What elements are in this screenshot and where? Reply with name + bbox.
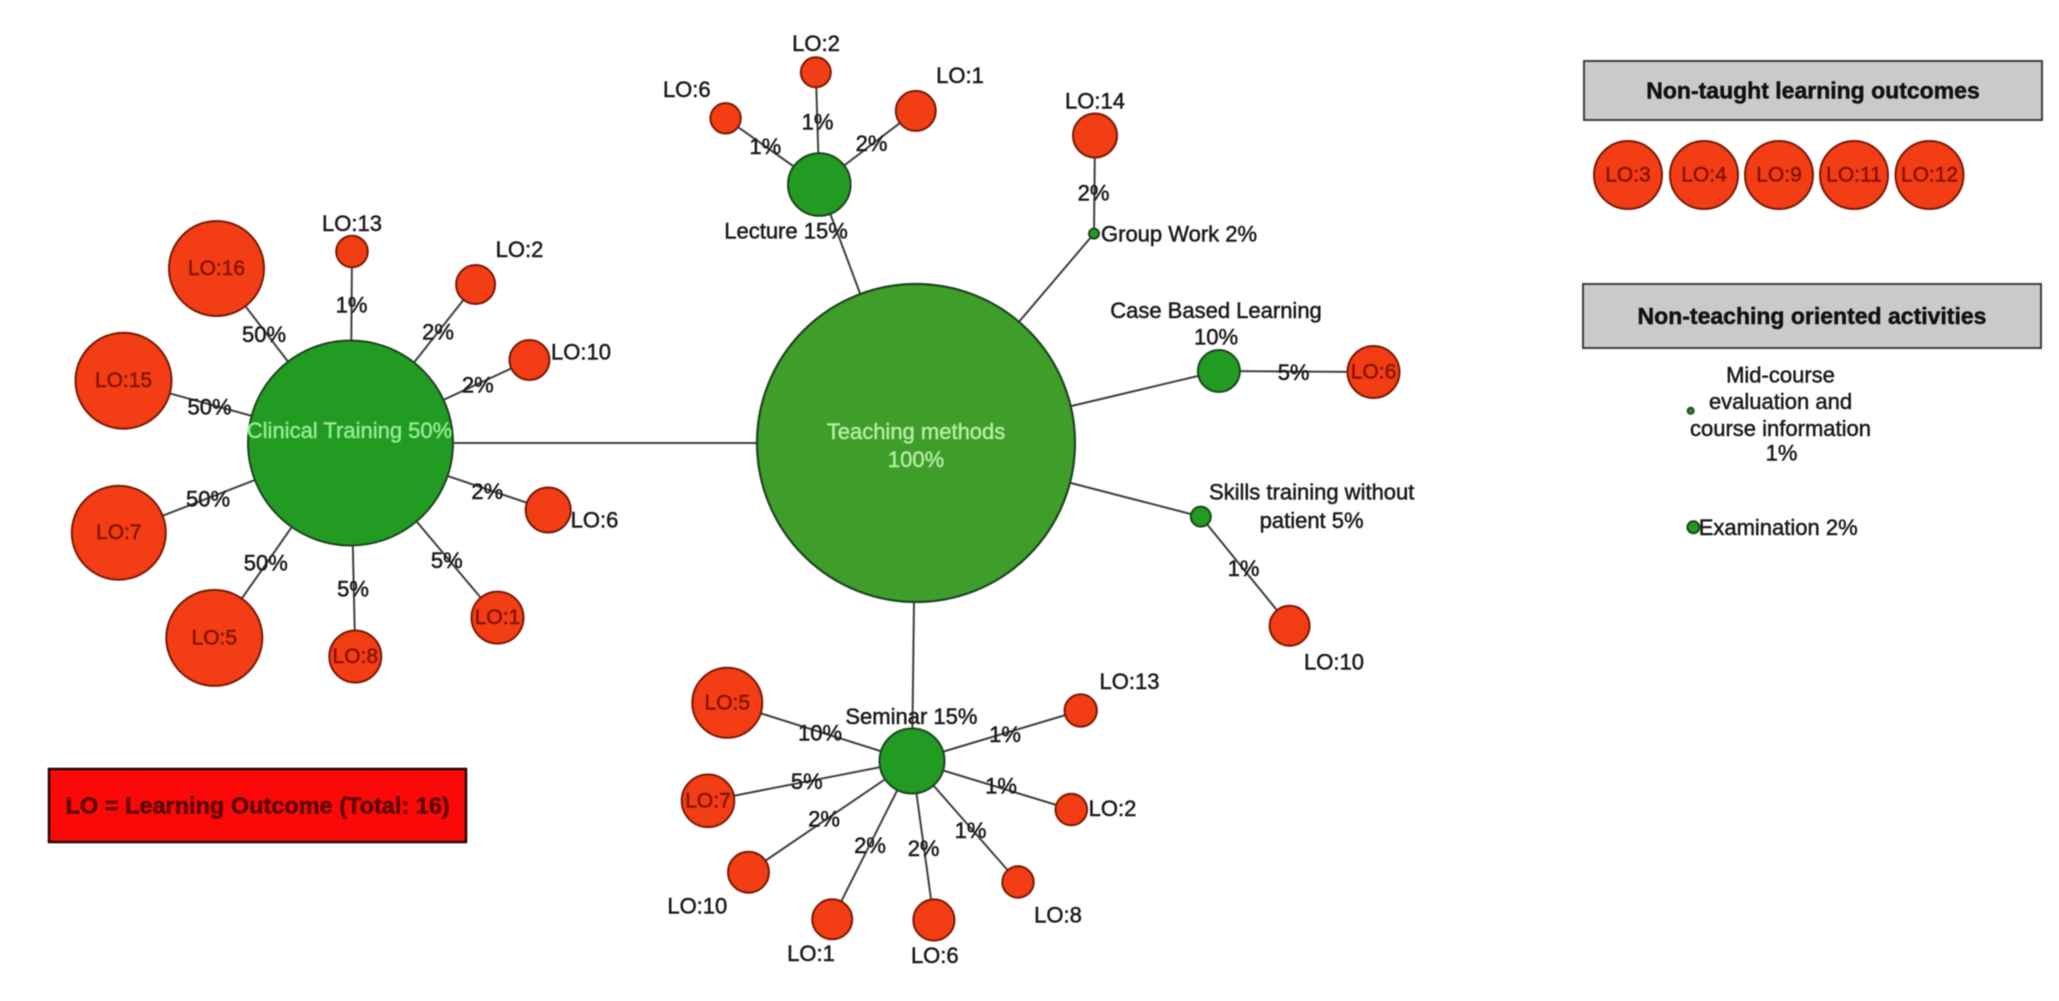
- svg-text:LO:11: LO:11: [1826, 164, 1882, 187]
- svg-text:5%: 5%: [431, 548, 463, 573]
- svg-text:Mid-course: Mid-course: [1726, 363, 1835, 388]
- svg-text:5%: 5%: [1278, 360, 1310, 385]
- svg-text:LO:1: LO:1: [936, 63, 984, 88]
- svg-text:LO:10: LO:10: [551, 340, 611, 365]
- svg-text:50%: 50%: [186, 486, 230, 511]
- svg-text:50%: 50%: [244, 551, 288, 576]
- svg-text:LO:3: LO:3: [1605, 164, 1651, 187]
- svg-text:Seminar 15%: Seminar 15%: [845, 704, 977, 729]
- svg-text:1%: 1%: [985, 774, 1017, 799]
- svg-text:LO:2: LO:2: [496, 237, 544, 262]
- svg-text:LO:6: LO:6: [1351, 361, 1397, 384]
- svg-text:10%: 10%: [1194, 325, 1238, 350]
- svg-text:1%: 1%: [336, 293, 368, 318]
- svg-text:LO:6: LO:6: [571, 507, 619, 532]
- svg-text:LO:6: LO:6: [663, 77, 711, 102]
- svg-text:Skills training without: Skills training without: [1209, 480, 1414, 505]
- svg-text:Lecture 15%: Lecture 15%: [724, 219, 848, 244]
- svg-text:LO:14: LO:14: [1065, 89, 1125, 114]
- svg-text:Group Work 2%: Group Work 2%: [1101, 222, 1257, 247]
- svg-text:LO:7: LO:7: [685, 789, 731, 812]
- svg-text:50%: 50%: [187, 394, 231, 419]
- svg-text:LO = Learning Outcome (Total:: LO = Learning Outcome (Total: 16): [66, 793, 450, 819]
- svg-text:1%: 1%: [749, 134, 781, 159]
- svg-text:evaluation and: evaluation and: [1709, 389, 1852, 414]
- svg-text:2%: 2%: [908, 836, 940, 861]
- svg-text:LO:6: LO:6: [911, 943, 959, 968]
- svg-text:LO:10: LO:10: [667, 893, 727, 918]
- svg-text:Non-taught learning outcomes: Non-taught learning outcomes: [1646, 78, 1980, 104]
- svg-text:LO:5: LO:5: [705, 691, 751, 714]
- svg-text:patient 5%: patient 5%: [1260, 508, 1364, 533]
- svg-text:2%: 2%: [1078, 181, 1110, 206]
- svg-text:2%: 2%: [808, 807, 840, 832]
- svg-text:Non-teaching oriented activiti: Non-teaching oriented activities: [1638, 303, 1987, 329]
- svg-text:LO:4: LO:4: [1681, 164, 1727, 187]
- svg-text:1%: 1%: [802, 110, 834, 135]
- svg-text:LO:8: LO:8: [333, 645, 379, 668]
- svg-text:100%: 100%: [888, 447, 944, 472]
- svg-text:2%: 2%: [462, 373, 494, 398]
- svg-text:2%: 2%: [471, 479, 503, 504]
- svg-text:1%: 1%: [1766, 440, 1798, 465]
- svg-text:Clinical Training 50%: Clinical Training 50%: [247, 418, 452, 443]
- svg-text:Examination 2%: Examination 2%: [1699, 515, 1858, 540]
- svg-text:LO:13: LO:13: [322, 211, 382, 236]
- svg-text:LO:13: LO:13: [1100, 669, 1160, 694]
- svg-text:LO:1: LO:1: [475, 606, 521, 629]
- svg-text:LO:2: LO:2: [792, 31, 840, 56]
- svg-text:5%: 5%: [337, 577, 369, 602]
- svg-text:2%: 2%: [856, 131, 888, 156]
- svg-text:1%: 1%: [989, 722, 1021, 747]
- svg-text:LO:2: LO:2: [1089, 796, 1137, 821]
- svg-text:course information: course information: [1690, 416, 1871, 441]
- svg-text:2%: 2%: [422, 320, 454, 345]
- svg-text:10%: 10%: [798, 721, 842, 746]
- svg-text:1%: 1%: [955, 818, 987, 843]
- svg-text:LO:8: LO:8: [1034, 902, 1082, 927]
- svg-text:LO:7: LO:7: [96, 521, 142, 544]
- svg-text:LO:5: LO:5: [192, 626, 238, 649]
- svg-text:LO:1: LO:1: [787, 941, 835, 966]
- svg-text:LO:15: LO:15: [95, 369, 152, 392]
- svg-text:LO:12: LO:12: [1901, 164, 1958, 187]
- svg-text:LO:10: LO:10: [1304, 650, 1364, 675]
- svg-text:2%: 2%: [854, 833, 886, 858]
- svg-text:Teaching methods: Teaching methods: [827, 419, 1006, 444]
- svg-text:1%: 1%: [1228, 556, 1260, 581]
- svg-text:Case Based Learning: Case Based Learning: [1110, 298, 1322, 323]
- svg-text:LO:9: LO:9: [1756, 164, 1802, 187]
- svg-text:50%: 50%: [242, 322, 286, 347]
- svg-text:5%: 5%: [791, 769, 823, 794]
- svg-text:LO:16: LO:16: [188, 257, 245, 280]
